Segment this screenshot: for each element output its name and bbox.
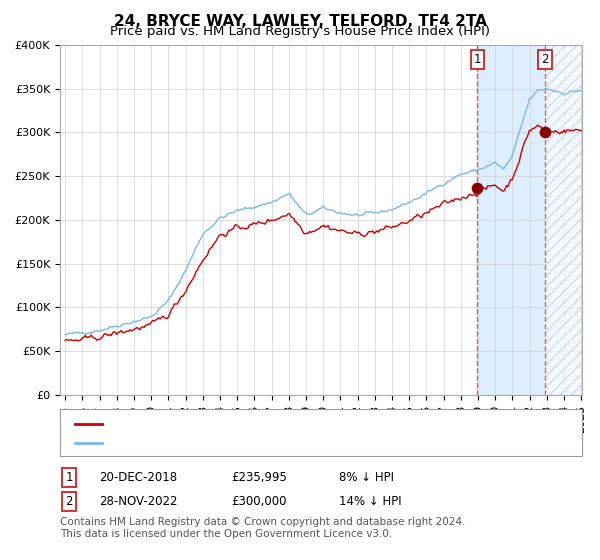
Text: 8% ↓ HPI: 8% ↓ HPI — [339, 470, 394, 484]
Text: 2: 2 — [541, 53, 549, 66]
Text: 24, BRYCE WAY, LAWLEY, TELFORD, TF4 2TA: 24, BRYCE WAY, LAWLEY, TELFORD, TF4 2TA — [113, 14, 487, 29]
Text: 2: 2 — [65, 494, 73, 508]
Text: £235,995: £235,995 — [231, 470, 287, 484]
Point — [541, 128, 550, 137]
Text: 1: 1 — [473, 53, 481, 66]
Bar — [545, 45, 581, 395]
Bar — [478, 45, 581, 395]
Text: 14% ↓ HPI: 14% ↓ HPI — [339, 494, 401, 508]
Text: Price paid vs. HM Land Registry's House Price Index (HPI): Price paid vs. HM Land Registry's House … — [110, 25, 490, 38]
Text: HPI: Average price, detached house, Telford and Wrekin: HPI: Average price, detached house, Telf… — [111, 437, 439, 450]
Text: 28-NOV-2022: 28-NOV-2022 — [99, 494, 178, 508]
Text: 1: 1 — [65, 470, 73, 484]
Text: £300,000: £300,000 — [231, 494, 287, 508]
Text: 24, BRYCE WAY, LAWLEY, TELFORD, TF4 2TA (detached house): 24, BRYCE WAY, LAWLEY, TELFORD, TF4 2TA … — [111, 418, 478, 431]
Text: This data is licensed under the Open Government Licence v3.0.: This data is licensed under the Open Gov… — [60, 529, 392, 539]
Text: 20-DEC-2018: 20-DEC-2018 — [99, 470, 177, 484]
Text: Contains HM Land Registry data © Crown copyright and database right 2024.: Contains HM Land Registry data © Crown c… — [60, 517, 466, 527]
Point — [473, 184, 482, 193]
